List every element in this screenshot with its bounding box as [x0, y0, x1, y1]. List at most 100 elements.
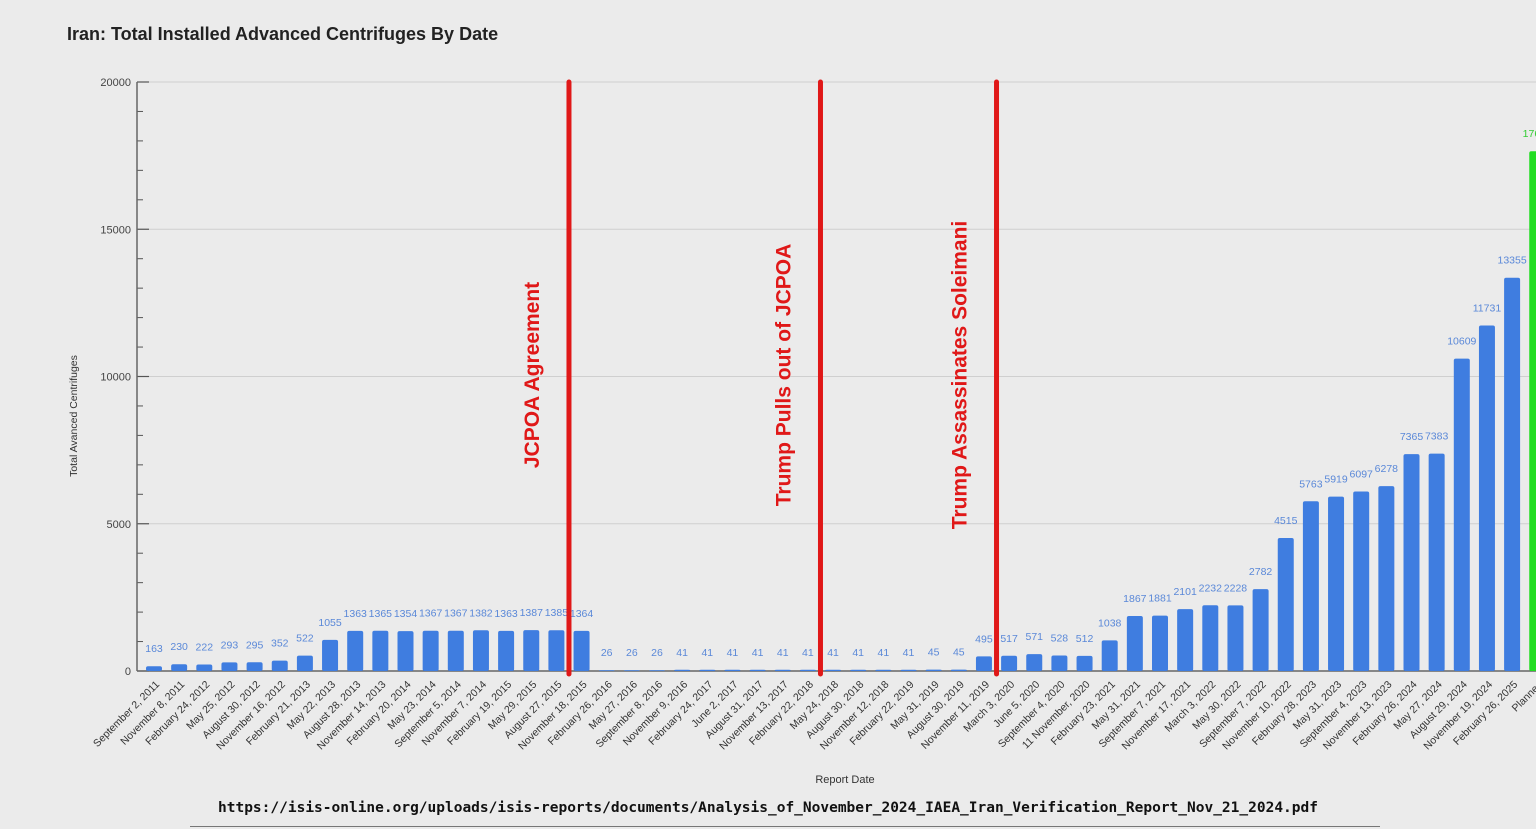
bar — [1026, 654, 1043, 671]
annotation-label: Trump Pulls out of JCPOA — [772, 244, 795, 507]
data-label: 17650 — [1523, 128, 1536, 140]
data-label: 1363 — [494, 608, 518, 620]
y-tick-label: 0 — [125, 666, 131, 678]
bar — [246, 662, 263, 671]
data-label: 41 — [827, 647, 839, 659]
source-url[interactable]: https://isis-online.org/uploads/isis-rep… — [218, 800, 1318, 816]
data-label: 45 — [953, 647, 965, 659]
footer-divider — [190, 826, 1380, 827]
data-label: 512 — [1076, 633, 1094, 645]
bar — [623, 670, 640, 671]
data-label: 1367 — [444, 608, 468, 620]
bar — [1076, 655, 1093, 671]
bar — [372, 630, 389, 671]
data-label: 11731 — [1473, 303, 1502, 315]
data-label: 41 — [878, 647, 890, 659]
bar — [1353, 491, 1370, 671]
data-label: 495 — [975, 633, 993, 645]
data-label: 41 — [701, 647, 713, 659]
bar — [1101, 640, 1118, 671]
data-label: 1354 — [394, 608, 418, 620]
annotation-label: JCPOA Agreement — [521, 282, 544, 468]
annotation-label: Trump Assassinates Soleimani — [949, 221, 972, 530]
bar — [296, 655, 313, 671]
bar — [397, 631, 414, 671]
bar — [171, 664, 188, 671]
data-label: 1881 — [1148, 593, 1172, 605]
data-label: 2782 — [1249, 566, 1273, 578]
data-label: 522 — [296, 633, 314, 645]
data-label: 45 — [928, 647, 940, 659]
bar — [900, 669, 917, 671]
bar — [1428, 453, 1445, 671]
bar — [1252, 589, 1269, 671]
data-label: 41 — [676, 647, 688, 659]
bar — [1227, 605, 1244, 671]
bar — [523, 630, 540, 671]
data-label: 7365 — [1400, 431, 1424, 443]
data-label: 230 — [170, 641, 188, 653]
data-label: 352 — [271, 638, 289, 650]
data-label: 2228 — [1224, 582, 1248, 594]
bar — [347, 630, 364, 671]
data-label: 5763 — [1299, 478, 1323, 490]
data-label: 26 — [601, 647, 613, 659]
y-tick-label: 5000 — [107, 519, 131, 531]
data-label: 1364 — [570, 608, 594, 620]
y-tick-label: 20000 — [100, 77, 131, 89]
bar — [875, 669, 892, 671]
bar — [1126, 616, 1143, 671]
bar — [1202, 605, 1219, 671]
bar — [322, 639, 339, 671]
y-axis-title: Total Avanced Centrifuges — [68, 355, 80, 477]
data-label: 26 — [651, 647, 663, 659]
bar — [724, 669, 741, 671]
data-label: 7383 — [1425, 431, 1449, 443]
data-label: 41 — [903, 647, 915, 659]
bar — [799, 669, 816, 671]
bar — [271, 660, 288, 671]
data-label: 1382 — [469, 607, 493, 619]
data-label: 1363 — [344, 608, 368, 620]
bar — [1403, 454, 1420, 671]
data-label: 6097 — [1350, 468, 1374, 480]
bar — [1529, 151, 1536, 671]
data-label: 295 — [246, 639, 264, 651]
data-label: 41 — [852, 647, 864, 659]
data-label: 2232 — [1199, 582, 1223, 594]
bar — [498, 630, 515, 671]
bar — [548, 630, 565, 671]
data-label: 293 — [221, 639, 239, 651]
data-label: 1365 — [369, 608, 393, 620]
data-label: 222 — [196, 641, 214, 653]
data-label: 1385 — [545, 607, 569, 619]
bar — [573, 630, 590, 671]
bar — [1001, 655, 1018, 671]
bar — [1478, 325, 1495, 671]
bar — [850, 669, 867, 671]
bar — [1328, 496, 1345, 671]
bar — [1051, 655, 1068, 671]
data-label: 13355 — [1497, 255, 1526, 267]
bar — [196, 664, 213, 671]
data-label: 6278 — [1375, 463, 1399, 475]
bar — [1504, 277, 1521, 671]
bar — [422, 630, 439, 671]
chart-title: Iran: Total Installed Advanced Centrifug… — [67, 24, 499, 44]
data-label: 1038 — [1098, 617, 1122, 629]
bar — [925, 669, 942, 671]
bar — [1177, 609, 1194, 671]
bar — [674, 669, 691, 671]
bar — [649, 670, 665, 671]
bar — [950, 669, 967, 671]
data-label: 2101 — [1173, 586, 1197, 598]
data-label: 26 — [626, 647, 638, 659]
bar — [1152, 615, 1168, 671]
bar — [749, 669, 766, 671]
data-label: 1867 — [1123, 593, 1147, 605]
x-axis-title: Report Date — [815, 774, 874, 786]
bar — [1453, 358, 1470, 671]
data-label: 41 — [777, 647, 789, 659]
data-label: 1387 — [520, 607, 544, 619]
bar — [598, 670, 615, 671]
